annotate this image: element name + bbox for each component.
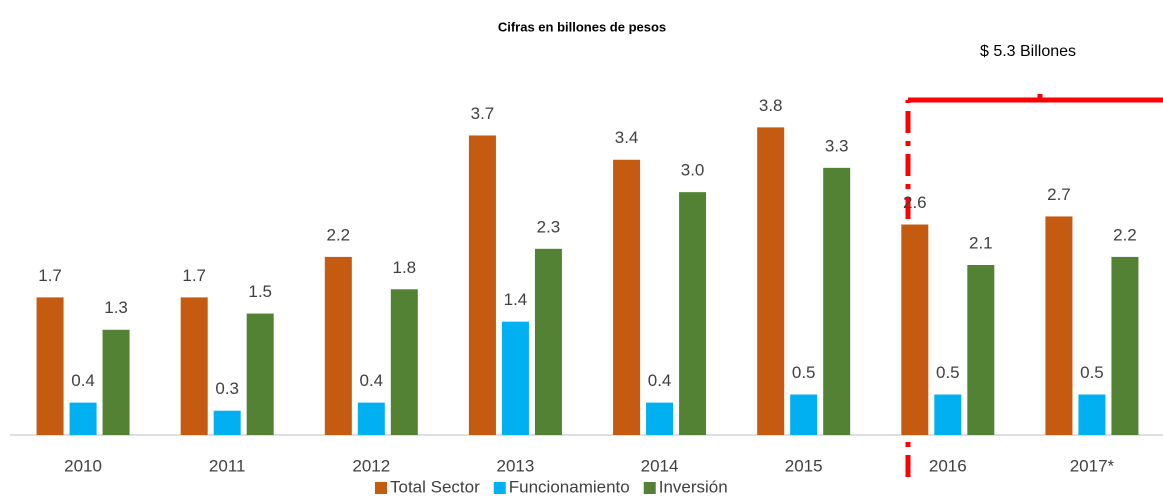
value-label: 1.4: [504, 290, 528, 309]
value-label: 3.4: [615, 128, 639, 147]
bar: [901, 224, 929, 435]
bar: [390, 289, 418, 435]
bar: [213, 410, 241, 435]
value-label: 2.2: [1113, 225, 1137, 244]
x-tick-label: 2017*: [1070, 456, 1115, 475]
bar: [534, 248, 562, 435]
x-tick-label: 2011: [209, 456, 246, 475]
legend-swatch: [493, 482, 506, 494]
value-label: 2.3: [537, 217, 561, 236]
value-label: 1.3: [104, 298, 128, 317]
value-label: 0.5: [936, 363, 960, 382]
legend-swatch: [643, 482, 656, 494]
bar: [790, 394, 818, 435]
bar: [324, 256, 352, 435]
value-label: 3.8: [759, 96, 783, 115]
legend-swatch: [375, 482, 387, 494]
value-label: 3.3: [825, 136, 849, 155]
x-tick-label: 2010: [64, 456, 102, 475]
bar: [246, 313, 274, 435]
bar: [967, 265, 995, 435]
bar: [823, 167, 851, 435]
bar: [1045, 216, 1073, 435]
value-label: 1.7: [182, 266, 206, 285]
bar: [679, 192, 707, 435]
value-label: 2.6: [903, 193, 927, 212]
legend-label: Funcionamiento: [509, 477, 630, 496]
value-label: 0.4: [648, 371, 672, 390]
value-label: 0.3: [215, 379, 239, 398]
bar: [180, 297, 208, 435]
bar: [1111, 256, 1139, 435]
bar: [613, 159, 641, 435]
bar: [69, 402, 97, 435]
value-label: 2.2: [326, 225, 350, 244]
legend-label: Total Sector: [390, 477, 480, 496]
annotation: $ 5.3 Billones: [980, 43, 1076, 60]
x-tick-label: 2014: [641, 456, 679, 475]
bar: [934, 394, 962, 435]
x-tick-label: 2016: [929, 456, 967, 475]
bar: [102, 329, 130, 435]
x-tick-label: 2013: [497, 456, 535, 475]
value-label: 0.5: [792, 363, 816, 382]
bar: [357, 402, 385, 435]
value-label: 2.7: [1047, 185, 1071, 204]
legend-label: Inversión: [659, 477, 728, 496]
chart-title: Cifras en billones de pesos: [498, 19, 666, 34]
bar: [1078, 394, 1106, 435]
bar: [646, 402, 674, 435]
bracket-horizontal: [908, 94, 1163, 103]
value-label: 3.0: [681, 161, 705, 180]
value-label: 2.1: [969, 233, 993, 252]
bar: [36, 297, 64, 435]
x-tick-label: 2015: [785, 456, 823, 475]
bar: [501, 321, 529, 435]
value-label: 1.5: [248, 282, 272, 301]
value-label: 1.7: [38, 266, 62, 285]
value-label: 1.8: [392, 258, 416, 277]
bar: [468, 135, 496, 435]
value-label: 0.4: [71, 371, 95, 390]
value-label: 3.7: [471, 104, 495, 123]
x-tick-label: 2012: [352, 456, 390, 475]
bar: [757, 127, 785, 435]
value-label: 0.5: [1080, 363, 1104, 382]
value-label: 0.4: [359, 371, 383, 390]
